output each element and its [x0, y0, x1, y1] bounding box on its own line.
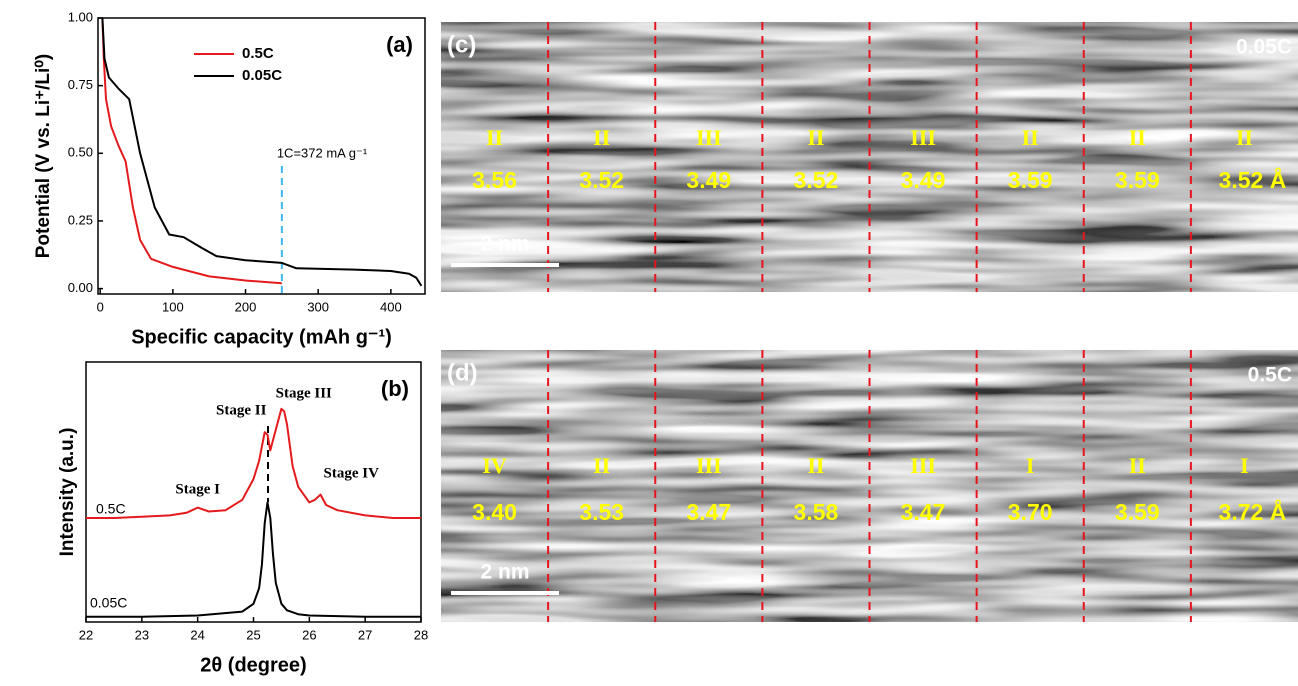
spacing-label: 3.52	[794, 167, 839, 193]
y-tick-label: 0.75	[68, 77, 93, 92]
stage-label: IV	[482, 453, 507, 478]
stage-label: II	[1129, 453, 1146, 478]
y-axis-label: Intensity (a.u.)	[57, 428, 78, 557]
spacing-label: 3.59	[1008, 167, 1053, 193]
scale-bar-label: 2 nm	[480, 561, 529, 584]
spacing-label: 3.49	[686, 167, 731, 193]
spacing-label: 3.47	[686, 499, 731, 525]
stage-label: II	[486, 125, 503, 150]
annotation: Stage III	[276, 385, 332, 401]
panel-label: (a)	[386, 32, 413, 57]
rate-label: 0.05C	[1236, 36, 1292, 59]
panel-label: (c)	[447, 31, 476, 58]
panel-label: (d)	[447, 359, 478, 386]
x-tick-label: 25	[246, 627, 260, 642]
y-tick-label: 0.00	[68, 280, 93, 295]
spacing-label: 3.49	[901, 167, 946, 193]
spacing-label: 3.59	[1115, 499, 1160, 525]
spacing-label: 3.52	[579, 167, 624, 193]
spacing-label: 3.58	[794, 499, 839, 525]
stage-label: I	[1026, 453, 1035, 478]
stage-label: III	[910, 453, 936, 478]
rate-label: 0.5C	[1248, 364, 1292, 387]
scale-bar-label: 2 nm	[480, 233, 529, 256]
x-tick-label: 200	[235, 299, 257, 314]
data-line	[101, 17, 423, 287]
series-label: 0.05C	[90, 595, 127, 611]
spacing-label: 3.59	[1115, 167, 1160, 193]
x-axis-label: Specific capacity (mAh g⁻¹)	[131, 326, 392, 348]
legend-label: 0.05C	[242, 67, 282, 84]
x-tick-label: 27	[358, 627, 372, 642]
x-tick-label: 26	[302, 627, 316, 642]
stage-label: II	[593, 453, 610, 478]
stage-label: II	[1129, 125, 1146, 150]
y-tick-label: 0.50	[68, 145, 93, 160]
stage-label: II	[807, 125, 824, 150]
x-axis-label: 2θ (degree)	[200, 654, 306, 676]
x-tick-label: 28	[414, 627, 428, 642]
spacing-label: 3.72 Å	[1219, 498, 1287, 525]
annotation: Stage II	[216, 402, 267, 418]
legend-label: 0.5C	[242, 45, 274, 62]
x-tick-label: 0	[97, 299, 104, 314]
x-tick-label: 400	[380, 299, 402, 314]
spacing-label: 3.40	[472, 499, 517, 525]
x-tick-label: 23	[135, 627, 149, 642]
y-tick-label: 1.00	[68, 9, 93, 24]
y-axis-label: Potential (V vs. Li⁺/Li⁰)	[33, 54, 54, 259]
y-tick-label: 0.25	[68, 212, 93, 227]
spacing-label: 3.53	[579, 499, 624, 525]
stage-label: II	[807, 453, 824, 478]
panel-label: (b)	[381, 376, 409, 401]
data-line	[101, 17, 282, 285]
data-line	[86, 501, 421, 618]
annotation: Stage I	[175, 481, 220, 497]
annotation: Stage IV	[323, 465, 379, 481]
stage-label: II	[593, 125, 610, 150]
spacing-label: 3.70	[1008, 499, 1053, 525]
x-tick-label: 24	[190, 627, 204, 642]
stage-label: II	[1236, 125, 1253, 150]
annotation: 1C=372 mA g⁻¹	[277, 145, 368, 160]
stage-label: III	[696, 453, 722, 478]
x-tick-label: 300	[307, 299, 329, 314]
stage-label: III	[696, 125, 722, 150]
stage-label: II	[1022, 125, 1039, 150]
stage-label: I	[1240, 453, 1249, 478]
x-tick-label: 100	[162, 299, 184, 314]
plot-frame	[85, 361, 422, 623]
stage-label: III	[910, 125, 936, 150]
series-label: 0.5C	[96, 501, 126, 517]
plot-frame	[97, 17, 426, 295]
spacing-label: 3.47	[901, 499, 946, 525]
spacing-label: 3.56	[472, 167, 517, 193]
spacing-label: 3.52 Å	[1219, 166, 1287, 193]
x-tick-label: 22	[79, 627, 93, 642]
data-line	[86, 407, 421, 519]
